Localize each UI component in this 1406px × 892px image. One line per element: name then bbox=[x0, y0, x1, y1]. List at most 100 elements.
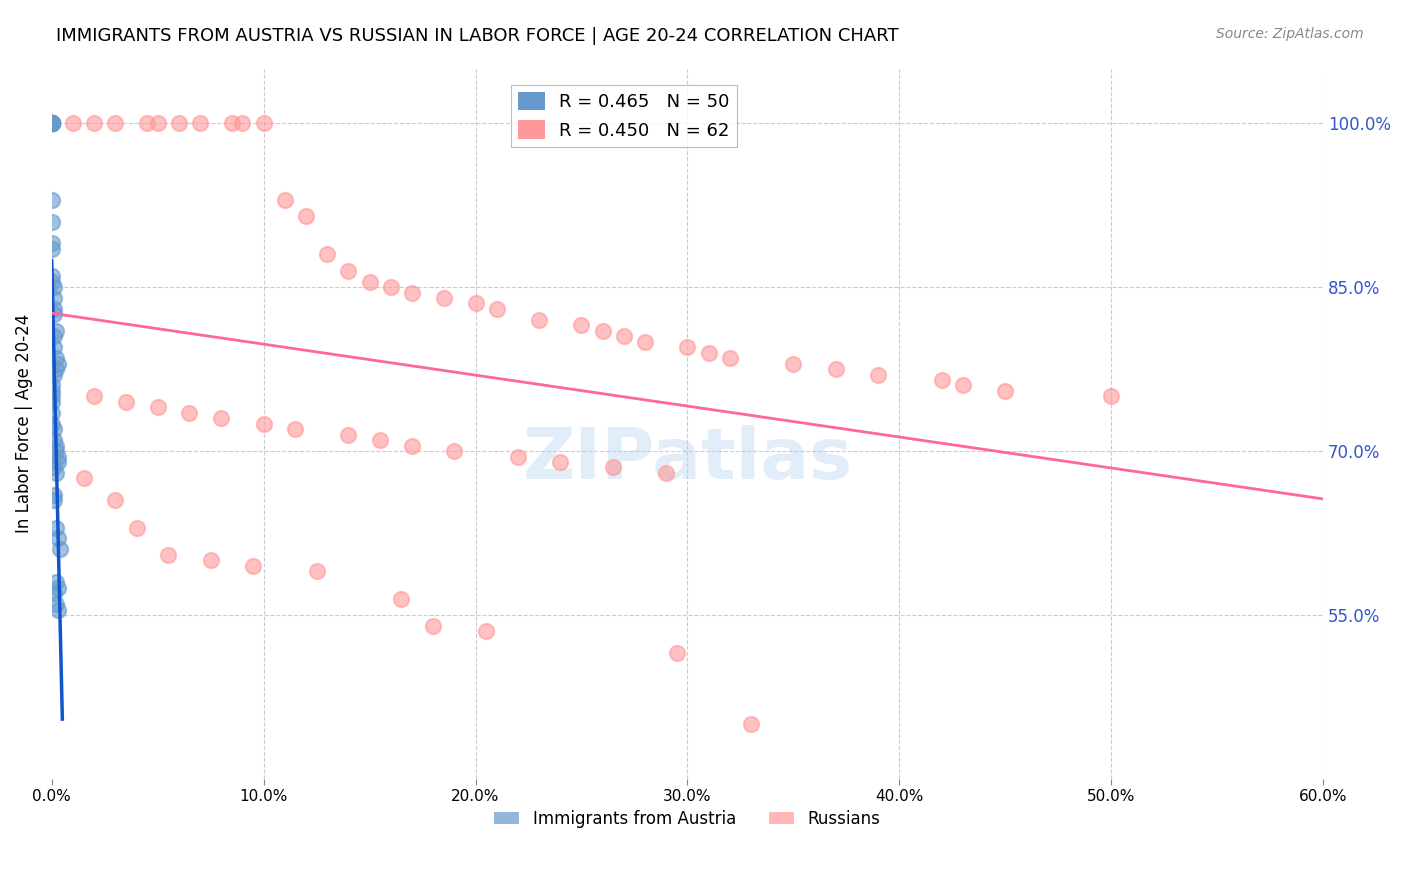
Point bbox=[41, 395, 63, 409]
Point bbox=[41, 406, 63, 420]
Text: ZIPatlas: ZIPatlas bbox=[523, 425, 852, 494]
Point bbox=[42, 301, 65, 316]
Point bbox=[676, 340, 699, 354]
Point bbox=[45, 466, 67, 480]
Point bbox=[506, 450, 529, 464]
Point bbox=[167, 116, 190, 130]
Point bbox=[994, 384, 1017, 398]
Point bbox=[179, 406, 201, 420]
Point bbox=[718, 351, 741, 366]
Point bbox=[368, 433, 391, 447]
Point bbox=[337, 263, 360, 277]
Point bbox=[274, 193, 297, 207]
Point bbox=[49, 542, 72, 557]
Point bbox=[146, 401, 169, 415]
Point bbox=[41, 116, 63, 130]
Point bbox=[41, 116, 63, 130]
Point bbox=[46, 532, 69, 546]
Point bbox=[45, 520, 67, 534]
Point bbox=[634, 334, 657, 349]
Point bbox=[41, 378, 63, 392]
Point bbox=[46, 357, 69, 371]
Point bbox=[42, 291, 65, 305]
Point bbox=[868, 368, 890, 382]
Point bbox=[209, 411, 232, 425]
Point bbox=[200, 553, 222, 567]
Point bbox=[41, 193, 63, 207]
Point bbox=[45, 597, 67, 611]
Point bbox=[72, 471, 94, 485]
Text: Source: ZipAtlas.com: Source: ZipAtlas.com bbox=[1216, 27, 1364, 41]
Point bbox=[42, 488, 65, 502]
Point bbox=[42, 493, 65, 508]
Point bbox=[41, 116, 63, 130]
Point bbox=[389, 591, 412, 606]
Point bbox=[602, 460, 624, 475]
Point bbox=[46, 450, 69, 464]
Point bbox=[41, 417, 63, 431]
Point bbox=[41, 214, 63, 228]
Point bbox=[613, 329, 636, 343]
Point bbox=[337, 427, 360, 442]
Point bbox=[41, 236, 63, 251]
Point bbox=[136, 116, 159, 130]
Point bbox=[42, 329, 65, 343]
Point bbox=[41, 275, 63, 289]
Point bbox=[231, 116, 253, 130]
Point bbox=[41, 242, 63, 256]
Point bbox=[83, 116, 105, 130]
Point bbox=[46, 455, 69, 469]
Point bbox=[253, 116, 276, 130]
Point bbox=[931, 373, 953, 387]
Point bbox=[42, 368, 65, 382]
Text: IMMIGRANTS FROM AUSTRIA VS RUSSIAN IN LABOR FORCE | AGE 20-24 CORRELATION CHART: IMMIGRANTS FROM AUSTRIA VS RUSSIAN IN LA… bbox=[56, 27, 898, 45]
Point bbox=[485, 301, 508, 316]
Point bbox=[401, 285, 423, 300]
Point bbox=[305, 564, 328, 578]
Point bbox=[104, 493, 127, 508]
Point bbox=[45, 351, 67, 366]
Point bbox=[41, 389, 63, 403]
Point bbox=[42, 433, 65, 447]
Point bbox=[422, 619, 444, 633]
Point bbox=[527, 313, 550, 327]
Point bbox=[157, 548, 180, 562]
Point bbox=[41, 269, 63, 284]
Legend: Immigrants from Austria, Russians: Immigrants from Austria, Russians bbox=[488, 803, 887, 835]
Point bbox=[443, 444, 465, 458]
Point bbox=[45, 444, 67, 458]
Point bbox=[41, 116, 63, 130]
Point bbox=[41, 116, 63, 130]
Point bbox=[41, 384, 63, 398]
Point bbox=[45, 575, 67, 590]
Point bbox=[42, 307, 65, 321]
Point bbox=[42, 280, 65, 294]
Point bbox=[146, 116, 169, 130]
Point bbox=[571, 318, 593, 333]
Point bbox=[46, 602, 69, 616]
Point bbox=[550, 455, 572, 469]
Point bbox=[592, 324, 614, 338]
Point bbox=[697, 345, 720, 359]
Point bbox=[115, 395, 138, 409]
Point bbox=[42, 460, 65, 475]
Point bbox=[253, 417, 276, 431]
Point bbox=[401, 439, 423, 453]
Point bbox=[188, 116, 211, 130]
Point bbox=[316, 247, 339, 261]
Point bbox=[41, 116, 63, 130]
Point bbox=[433, 291, 456, 305]
Point bbox=[1099, 389, 1122, 403]
Point bbox=[380, 280, 402, 294]
Point bbox=[359, 275, 381, 289]
Point bbox=[655, 466, 678, 480]
Point bbox=[782, 357, 804, 371]
Point bbox=[83, 389, 105, 403]
Point bbox=[125, 520, 148, 534]
Point bbox=[45, 439, 67, 453]
Point bbox=[42, 422, 65, 436]
Point bbox=[242, 558, 264, 573]
Point bbox=[41, 116, 63, 130]
Point bbox=[45, 324, 67, 338]
Point bbox=[740, 717, 762, 731]
